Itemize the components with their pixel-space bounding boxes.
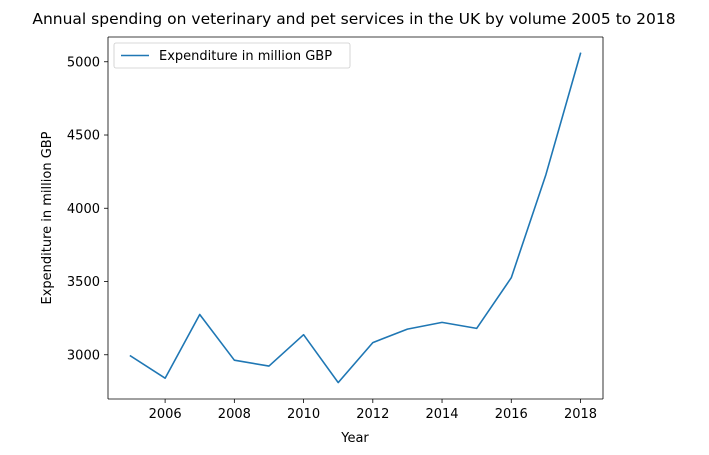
series-line [129, 52, 582, 384]
x-tick-label: 2010 [287, 407, 320, 422]
y-axis: 3000 3500 4000 4500 5000 [67, 55, 108, 363]
x-axis-label: Year [340, 431, 369, 446]
y-tick-label: 5000 [67, 55, 100, 70]
chart-title: Annual spending on veterinary and pet se… [32, 10, 675, 28]
y-tick-label: 4500 [67, 129, 100, 144]
x-tick-label: 2016 [495, 407, 528, 422]
plot-area [108, 37, 603, 399]
x-tick-label: 2012 [356, 407, 389, 422]
x-tick-label: 2018 [564, 407, 597, 422]
legend: Expenditure in million GBP [113, 42, 351, 69]
x-tick-label: 2008 [218, 407, 251, 422]
y-axis-label: Expenditure in million GBP [40, 131, 55, 304]
x-tick-label: 2014 [425, 407, 458, 422]
y-tick-label: 3500 [67, 275, 100, 290]
y-tick-label: 3000 [67, 348, 100, 363]
legend-label: Expenditure in million GBP [159, 49, 332, 64]
y-tick-label: 4000 [67, 202, 100, 217]
x-axis: 2006 2008 2010 2012 2014 2016 2018 [149, 399, 597, 422]
x-tick-label: 2006 [149, 407, 182, 422]
plot-frame [107, 36, 604, 400]
legend-box [113, 42, 351, 69]
